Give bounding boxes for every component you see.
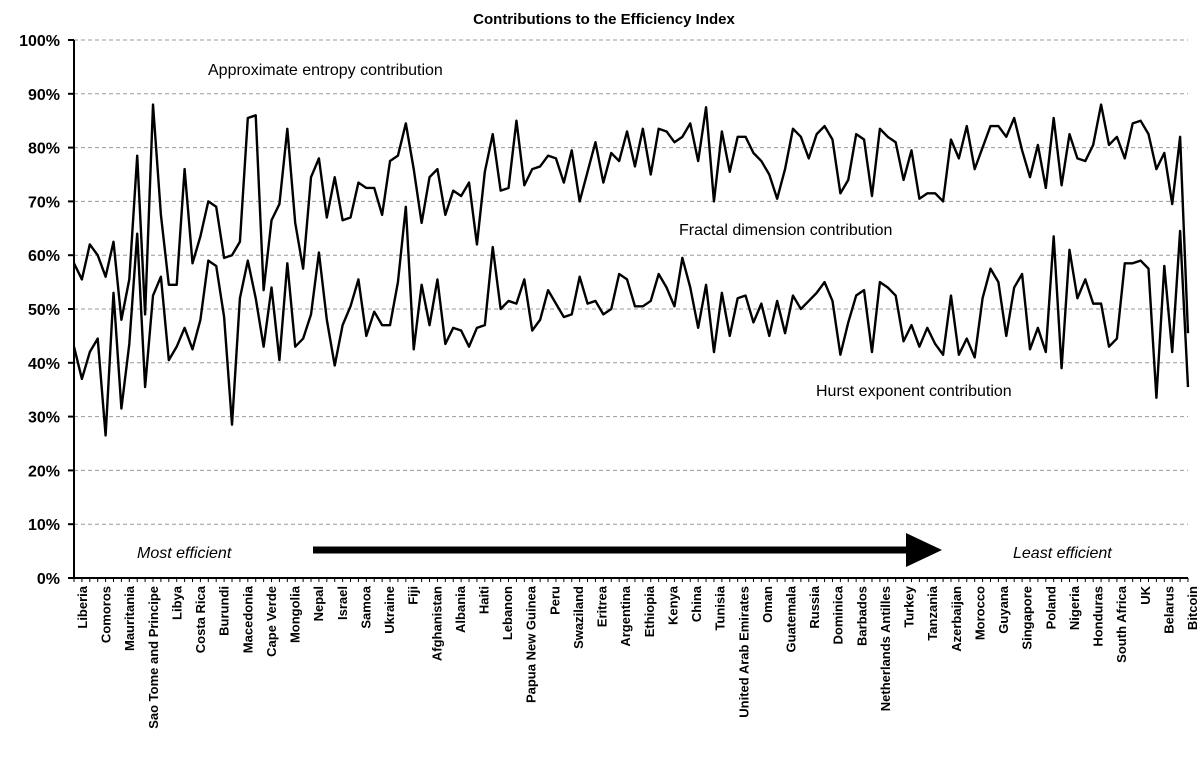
- annotation-fractal: Fractal dimension contribution: [679, 222, 892, 239]
- y-tick-label: 40%: [28, 356, 60, 373]
- series-line-1: [72, 103, 1190, 334]
- y-tick-label: 70%: [28, 194, 60, 211]
- x-tick-label: Russia: [807, 585, 822, 628]
- x-tick-label: Dominica: [831, 585, 846, 644]
- series-line-2: [72, 205, 1190, 437]
- x-tick-label: Barbados: [854, 586, 869, 646]
- x-tick-label: United Arab Emirates: [736, 586, 751, 718]
- x-tick-label: Nigeria: [1067, 585, 1082, 630]
- x-tick-label: Mongolia: [288, 585, 303, 643]
- x-tick-label: Nepal: [311, 586, 326, 621]
- x-tick-label: Azerbaijan: [949, 586, 964, 652]
- y-tick-label: 0%: [37, 571, 60, 588]
- x-tick-label: Costa Rica: [193, 585, 208, 653]
- x-tick-label: Honduras: [1091, 586, 1106, 647]
- x-tick-label: Peru: [547, 586, 562, 615]
- x-tick-label: Sao Tome and Principe: [146, 586, 161, 729]
- x-tick-label: Afghanistan: [429, 586, 444, 661]
- y-tick-label: 20%: [28, 463, 60, 480]
- x-tick-label: Kenya: [665, 585, 680, 625]
- x-tick-label: Guyana: [996, 585, 1011, 633]
- x-tick-label: Argentina: [618, 585, 633, 646]
- y-axis-ticks: 0% 10% 20% 30% 40% 50% 60% 70% 80% 90% 100%: [19, 33, 60, 588]
- x-tick-label: Libya: [170, 585, 185, 620]
- x-tick-label: Singapore: [1020, 586, 1035, 650]
- y-tick-label: 50%: [28, 302, 60, 319]
- annotation-hurst: Hurst exponent contribution: [816, 383, 1012, 400]
- x-tick-label: Belarus: [1161, 586, 1176, 634]
- x-tick-label: Haiti: [477, 586, 492, 614]
- x-tick-label: Oman: [760, 586, 775, 623]
- x-tick-label: Swaziland: [571, 586, 586, 649]
- x-tick-label: Cape Verde: [264, 586, 279, 657]
- x-tick-label: Albania: [453, 585, 468, 633]
- axes: [68, 39, 1189, 582]
- annotation-entropy: Approximate entropy contribution: [208, 62, 443, 79]
- x-tick-label: Morocco: [972, 586, 987, 640]
- x-tick-label: Ukraine: [382, 586, 397, 634]
- y-tick-label: 100%: [19, 33, 60, 50]
- x-tick-label: Burundi: [217, 586, 232, 636]
- x-tick-label: Eritrea: [595, 585, 610, 627]
- x-tick-label: Lebanon: [500, 586, 515, 640]
- x-tick-label: Bitcoin: [1185, 586, 1200, 630]
- x-tick-label: UK: [1138, 585, 1153, 604]
- x-tick-label: Comoros: [99, 586, 114, 643]
- annotation-most-efficient: Most efficient: [137, 545, 232, 562]
- x-tick-label: Mauritania: [122, 585, 137, 651]
- y-tick-label: 10%: [28, 517, 60, 534]
- chart-title: Contributions to the Efficiency Index: [473, 11, 735, 28]
- x-tick-label: Samoa: [358, 585, 373, 628]
- y-tick-label: 80%: [28, 141, 60, 158]
- x-tick-label: Netherlands Antilles: [878, 586, 893, 711]
- x-tick-label: Ethiopia: [642, 585, 657, 637]
- x-tick-label: Tanzania: [925, 585, 940, 640]
- x-tick-label: Turkey: [902, 585, 917, 627]
- x-tick-label: Papua New Guinea: [524, 585, 539, 703]
- x-tick-label: Guatemala: [784, 585, 799, 652]
- efficiency-arrow-head: [906, 533, 942, 567]
- annotation-least-efficient: Least efficient: [1013, 545, 1112, 562]
- x-tick-label: China: [689, 585, 704, 622]
- x-tick-label: Macedonia: [240, 585, 255, 653]
- x-tick-label: Israel: [335, 586, 350, 620]
- x-tick-label: Tunisia: [713, 585, 728, 630]
- gridlines: [74, 39, 1188, 525]
- y-tick-label: 60%: [28, 248, 60, 265]
- x-tick-label: South Africa: [1114, 585, 1129, 663]
- series-lines: [72, 103, 1190, 437]
- annotations: Approximate entropy contribution Fractal…: [137, 62, 1112, 567]
- x-tick-label: Fiji: [406, 586, 421, 605]
- x-tick-label: Liberia: [75, 585, 90, 628]
- x-axis-ticks: Liberia Comoros Mauritania Sao Tome and Pri…: [75, 585, 1200, 729]
- y-tick-label: 30%: [28, 410, 60, 427]
- y-tick-label: 90%: [28, 87, 60, 104]
- x-tick-label: Poland: [1043, 586, 1058, 629]
